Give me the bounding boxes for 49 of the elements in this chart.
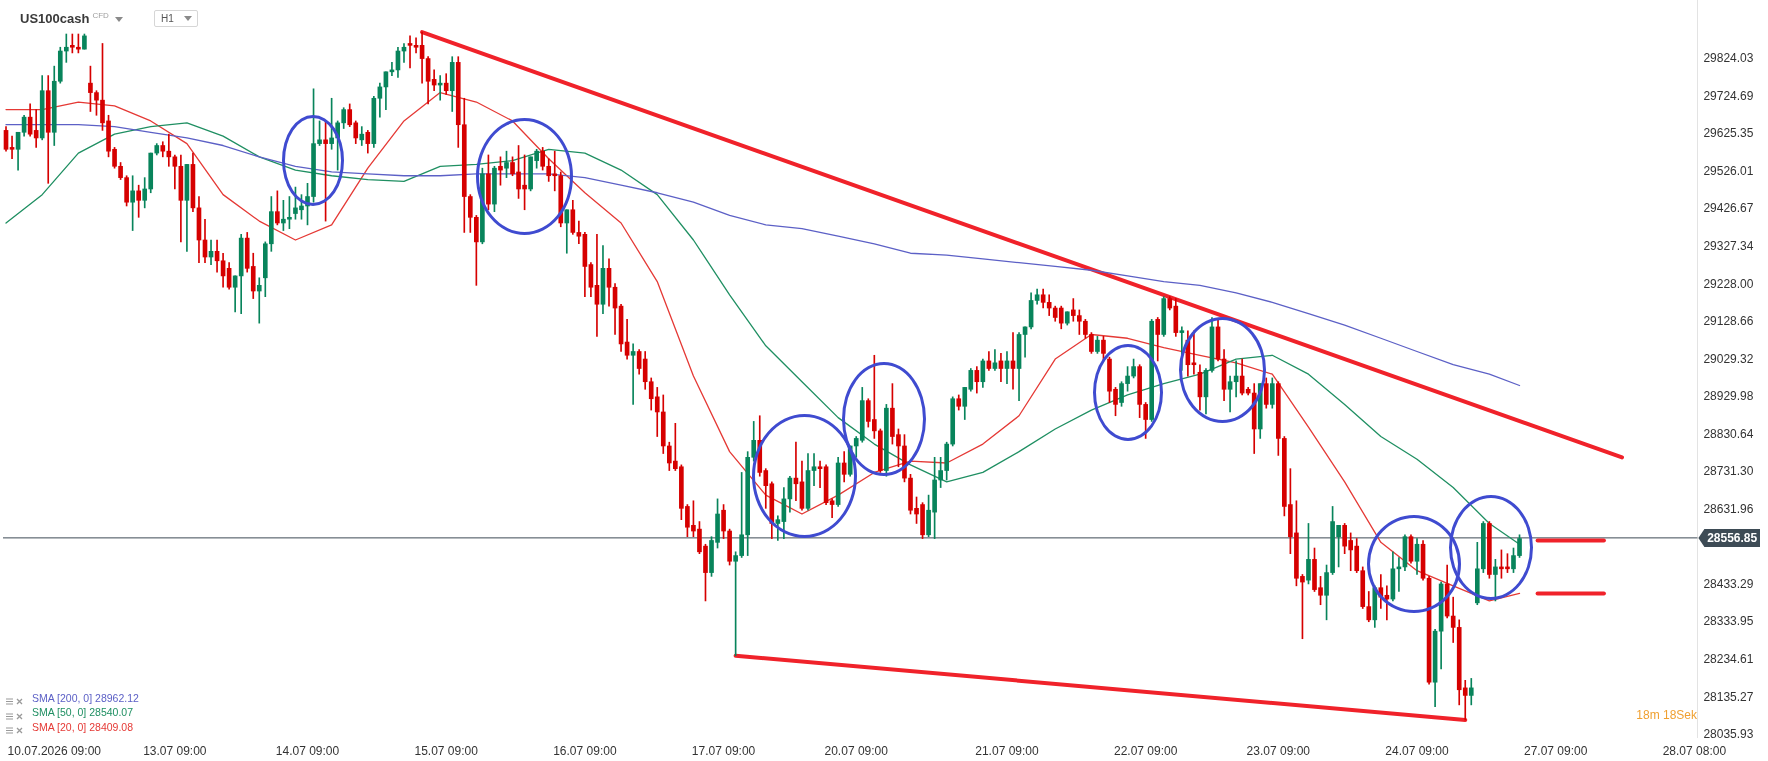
x-tick-label: 17.07 09:00 xyxy=(691,743,756,758)
y-tick-label: 28333.95 xyxy=(1703,614,1754,629)
y-tick-label: 29724.69 xyxy=(1703,88,1754,103)
annotation: H1 xyxy=(161,13,174,25)
y-tick-label: 28035.93 xyxy=(1703,727,1754,742)
y-tick-label: 28830.64 xyxy=(1703,426,1754,441)
y-tick-label: 29327.34 xyxy=(1703,238,1754,253)
y-tick-label: 29526.01 xyxy=(1703,163,1754,178)
y-tick-label: 29228.00 xyxy=(1703,276,1754,291)
candlestick xyxy=(256,277,262,324)
ref-line-label: 28556.85 xyxy=(1707,530,1758,545)
y-tick-label: 28433.29 xyxy=(1703,576,1754,591)
candlestick xyxy=(63,33,69,63)
y-tick-label: 28731.30 xyxy=(1703,464,1754,479)
x-tick-label: 16.07 09:00 xyxy=(553,743,617,758)
text: SMA [200, 0] 28962.12 xyxy=(32,690,139,705)
y-tick-label: 29029.32 xyxy=(1703,351,1754,366)
x-tick-label: 10.07.2026 09:00 xyxy=(7,743,102,758)
x-tick-label: 24.07 09:00 xyxy=(1385,743,1450,758)
candlestick xyxy=(576,220,582,245)
annotation: CFD xyxy=(92,10,109,22)
candlestick xyxy=(413,37,419,54)
y-tick-label: 28135.27 xyxy=(1703,689,1754,704)
candlestick xyxy=(407,35,413,69)
y-tick-label: 29824.03 xyxy=(1703,51,1754,66)
y-tick-label: 28631.96 xyxy=(1703,501,1754,516)
x-tick-label: 20.07 09:00 xyxy=(824,743,889,758)
x-tick-label: 14.07 09:00 xyxy=(275,743,340,758)
x-tick-label: 28.07 08:00 xyxy=(1662,743,1727,758)
x-tick-label: 13.07 09:00 xyxy=(143,743,207,758)
y-tick-label: 28929.98 xyxy=(1703,389,1754,404)
candlestick xyxy=(9,135,15,160)
text: SMA [20, 0] 28409.08 xyxy=(32,719,133,734)
y-tick-label: 29128.66 xyxy=(1703,314,1754,329)
dropdown-field: H1 xyxy=(154,10,198,27)
text: US100cash xyxy=(20,11,90,27)
candlestick xyxy=(817,460,823,488)
y-tick-label: 29625.35 xyxy=(1703,126,1754,141)
x-tick-label: 22.07 09:00 xyxy=(1113,743,1178,758)
y-tick-label: 29426.67 xyxy=(1703,201,1754,216)
annotation: 18m 18Sek xyxy=(1636,708,1697,722)
x-tick-label: 27.07 09:00 xyxy=(1523,743,1588,758)
x-tick-label: 21.07 09:00 xyxy=(975,743,1039,758)
candlestick xyxy=(811,453,817,486)
y-tick-label: 28234.61 xyxy=(1703,651,1754,666)
text: SMA [50, 0] 28540.07 xyxy=(32,705,133,720)
candlestick xyxy=(630,343,636,405)
x-tick-label: 15.07 09:00 xyxy=(414,743,479,758)
x-tick-label: 23.07 09:00 xyxy=(1246,743,1311,758)
